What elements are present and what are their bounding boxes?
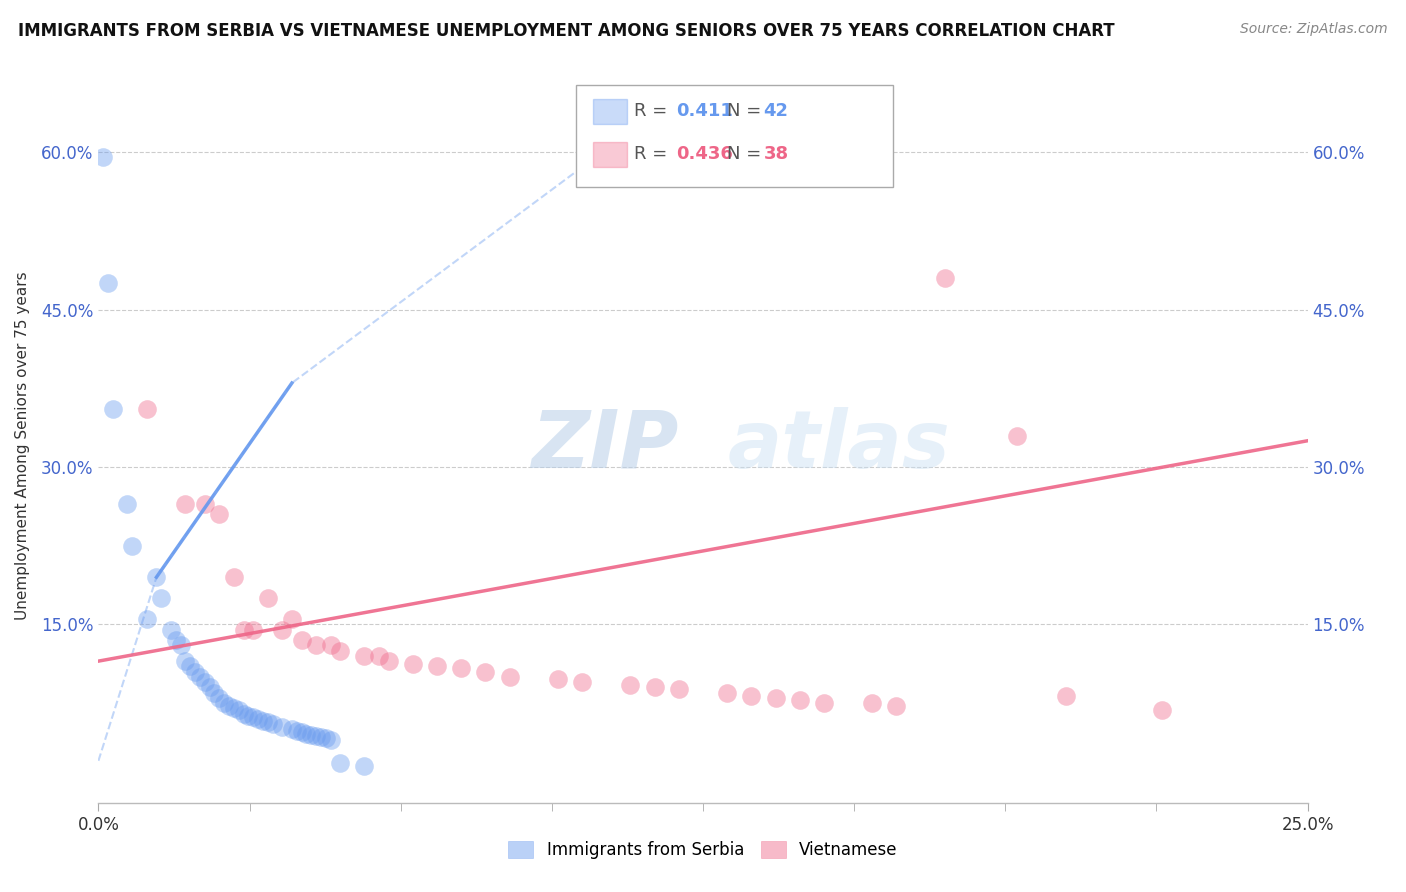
Point (169, 639, 191, 653)
Point (232, 623, 254, 637)
Point (238, 708, 260, 723)
Point (299, 728, 322, 742)
Point (281, 612, 304, 626)
Point (174, 497, 197, 511)
Text: R =: R = (634, 103, 673, 120)
Point (295, 726, 318, 740)
Point (256, 591, 278, 606)
Point (319, 639, 342, 653)
Legend: Immigrants from Serbia, Vietnamese: Immigrants from Serbia, Vietnamese (502, 834, 904, 866)
Point (91, 150, 114, 164)
Text: atlas: atlas (727, 407, 950, 485)
Point (934, 271, 956, 285)
Point (198, 681, 221, 695)
Point (150, 591, 173, 606)
Point (256, 714, 278, 729)
Point (309, 730, 332, 744)
Point (271, 720, 294, 734)
Point (97, 277, 120, 291)
Point (377, 654, 399, 668)
Point (716, 685, 738, 699)
Point (135, 612, 157, 626)
Point (315, 731, 337, 745)
Point (179, 659, 201, 673)
Text: Source: ZipAtlas.com: Source: ZipAtlas.com (1240, 22, 1388, 37)
Point (886, 699, 908, 714)
Point (165, 633, 187, 648)
Point (571, 675, 593, 690)
Point (765, 690, 787, 705)
Point (242, 710, 264, 724)
Point (194, 497, 217, 511)
Point (222, 570, 245, 584)
Text: ZIP: ZIP (531, 407, 679, 485)
Text: N =: N = (727, 145, 766, 163)
Point (426, 659, 449, 673)
Point (262, 717, 284, 731)
Point (498, 670, 520, 684)
Point (188, 670, 211, 684)
Point (194, 675, 217, 690)
Point (228, 703, 250, 717)
Point (290, 725, 312, 739)
Text: N =: N = (727, 103, 766, 120)
Point (184, 665, 207, 679)
Point (121, 539, 143, 553)
Point (222, 701, 245, 715)
Point (740, 689, 762, 703)
Point (212, 696, 235, 710)
Point (208, 690, 231, 705)
Point (305, 639, 328, 653)
Point (232, 706, 254, 721)
Point (204, 685, 226, 699)
Point (402, 657, 425, 672)
Point (450, 661, 472, 675)
Point (353, 648, 375, 663)
Point (242, 623, 264, 637)
Point (281, 723, 304, 737)
Point (174, 654, 197, 668)
Point (319, 732, 342, 747)
Point (547, 672, 569, 686)
Point (474, 665, 496, 679)
Point (1152, 703, 1174, 717)
Point (285, 724, 308, 739)
Point (1054, 689, 1077, 703)
Text: R =: R = (634, 145, 673, 163)
Point (252, 714, 274, 728)
Point (668, 682, 690, 697)
Point (101, 402, 124, 417)
Point (160, 623, 183, 637)
Point (145, 570, 167, 584)
Point (218, 699, 240, 714)
Point (353, 759, 375, 773)
Point (305, 729, 328, 743)
Point (117, 497, 139, 511)
Text: 0.411: 0.411 (676, 103, 733, 120)
Y-axis label: Unemployment Among Seniors over 75 years: Unemployment Among Seniors over 75 years (15, 272, 30, 620)
Point (208, 507, 231, 521)
Point (860, 696, 883, 710)
Point (271, 623, 294, 637)
Point (789, 693, 811, 707)
Point (644, 681, 666, 695)
Point (619, 678, 641, 692)
Point (813, 696, 835, 710)
Text: 42: 42 (763, 103, 789, 120)
Point (1007, 428, 1029, 442)
Text: 0.436: 0.436 (676, 145, 733, 163)
Text: IMMIGRANTS FROM SERBIA VS VIETNAMESE UNEMPLOYMENT AMONG SENIORS OVER 75 YEARS CO: IMMIGRANTS FROM SERBIA VS VIETNAMESE UNE… (18, 22, 1115, 40)
Point (135, 402, 157, 417)
Point (329, 643, 352, 657)
Point (368, 648, 391, 663)
Point (247, 712, 270, 726)
Text: 38: 38 (763, 145, 789, 163)
Point (290, 633, 312, 648)
Point (329, 756, 352, 770)
